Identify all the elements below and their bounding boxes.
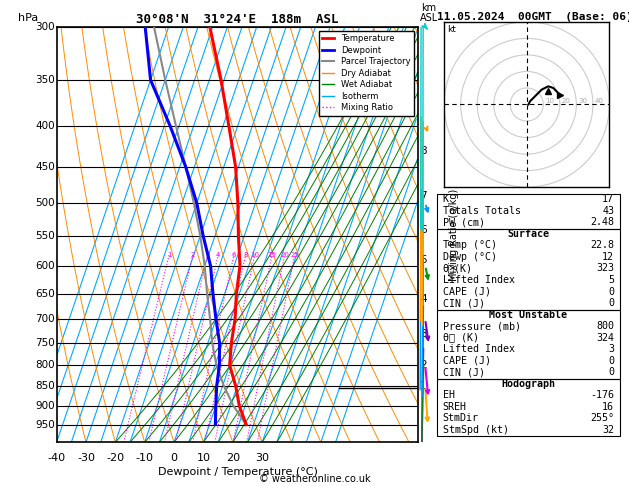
Text: 32: 32 bbox=[602, 425, 614, 434]
Text: 3: 3 bbox=[420, 329, 426, 339]
Text: Most Unstable: Most Unstable bbox=[489, 310, 567, 320]
Text: CAPE (J): CAPE (J) bbox=[443, 356, 491, 365]
Text: Dewpoint / Temperature (°C): Dewpoint / Temperature (°C) bbox=[157, 467, 318, 477]
Text: Totals Totals: Totals Totals bbox=[443, 206, 521, 216]
Text: 0: 0 bbox=[608, 367, 614, 377]
Text: StmDir: StmDir bbox=[443, 413, 479, 423]
Text: km
ASL: km ASL bbox=[420, 2, 438, 22]
Text: -176: -176 bbox=[590, 390, 614, 400]
Bar bbox=[437, 310, 620, 379]
Text: Surface: Surface bbox=[508, 229, 549, 239]
Legend: Temperature, Dewpoint, Parcel Trajectory, Dry Adiabat, Wet Adiabat, Isotherm, Mi: Temperature, Dewpoint, Parcel Trajectory… bbox=[319, 31, 414, 116]
Text: CAPE (J): CAPE (J) bbox=[443, 287, 491, 296]
Text: 16: 16 bbox=[602, 402, 614, 412]
Text: 15: 15 bbox=[268, 252, 277, 258]
Text: 11.05.2024  00GMT  (Base: 06): 11.05.2024 00GMT (Base: 06) bbox=[437, 12, 629, 22]
Text: 450: 450 bbox=[35, 162, 55, 172]
Text: StmSpd (kt): StmSpd (kt) bbox=[443, 425, 509, 434]
Text: 6: 6 bbox=[232, 252, 237, 258]
Text: Temp (°C): Temp (°C) bbox=[443, 241, 497, 250]
Text: EH: EH bbox=[443, 390, 455, 400]
Text: 10: 10 bbox=[545, 98, 554, 104]
Text: 43: 43 bbox=[602, 206, 614, 216]
Text: 5: 5 bbox=[608, 275, 614, 285]
Text: θᴇ(K): θᴇ(K) bbox=[443, 263, 472, 274]
Text: 5: 5 bbox=[420, 255, 426, 265]
Text: 20: 20 bbox=[226, 452, 240, 463]
Text: 4: 4 bbox=[420, 294, 426, 304]
Text: 324: 324 bbox=[596, 332, 614, 343]
Text: 30: 30 bbox=[255, 452, 269, 463]
Text: Lifted Index: Lifted Index bbox=[443, 344, 515, 354]
Text: 0: 0 bbox=[608, 298, 614, 308]
Text: 7: 7 bbox=[420, 191, 426, 201]
Text: SREH: SREH bbox=[443, 402, 467, 412]
Text: 3: 3 bbox=[608, 344, 614, 354]
Text: -20: -20 bbox=[106, 452, 125, 463]
Text: © weatheronline.co.uk: © weatheronline.co.uk bbox=[259, 473, 370, 484]
Text: 0: 0 bbox=[608, 356, 614, 365]
Text: PW (cm): PW (cm) bbox=[443, 217, 484, 227]
Text: 25: 25 bbox=[291, 252, 299, 258]
Text: 17: 17 bbox=[602, 194, 614, 205]
Text: Pressure (mb): Pressure (mb) bbox=[443, 321, 521, 331]
Text: 255°: 255° bbox=[590, 413, 614, 423]
Text: -40: -40 bbox=[48, 452, 65, 463]
Text: 650: 650 bbox=[35, 289, 55, 298]
Text: 323: 323 bbox=[596, 263, 614, 274]
Text: 1: 1 bbox=[167, 252, 172, 258]
Title: 30°08'N  31°24'E  188m  ASL: 30°08'N 31°24'E 188m ASL bbox=[136, 13, 338, 26]
Text: 850: 850 bbox=[35, 381, 55, 391]
Text: θᴇ (K): θᴇ (K) bbox=[443, 332, 479, 343]
Text: Dewp (°C): Dewp (°C) bbox=[443, 252, 497, 262]
Text: K: K bbox=[443, 194, 448, 205]
Text: kt: kt bbox=[447, 25, 457, 34]
Text: 20: 20 bbox=[281, 252, 289, 258]
Text: 0: 0 bbox=[170, 452, 177, 463]
Text: 20: 20 bbox=[562, 98, 571, 104]
Text: 8: 8 bbox=[420, 146, 426, 156]
Text: CIN (J): CIN (J) bbox=[443, 298, 484, 308]
Text: 30: 30 bbox=[578, 98, 587, 104]
Text: 8: 8 bbox=[243, 252, 248, 258]
Text: 6: 6 bbox=[420, 225, 426, 235]
Text: 40: 40 bbox=[594, 98, 603, 104]
Text: 350: 350 bbox=[35, 75, 55, 85]
Text: 2: 2 bbox=[420, 360, 426, 370]
Text: 12: 12 bbox=[602, 252, 614, 262]
Text: 3: 3 bbox=[205, 252, 210, 258]
Text: 600: 600 bbox=[35, 261, 55, 271]
Text: 1: 1 bbox=[420, 381, 426, 391]
Bar bbox=[437, 194, 620, 229]
Text: 300: 300 bbox=[35, 22, 55, 32]
Text: -30: -30 bbox=[77, 452, 95, 463]
Text: 4: 4 bbox=[216, 252, 221, 258]
Text: hPa: hPa bbox=[18, 13, 38, 22]
Text: 10: 10 bbox=[196, 452, 211, 463]
Text: 950: 950 bbox=[35, 419, 55, 430]
Text: 2.48: 2.48 bbox=[590, 217, 614, 227]
Text: 750: 750 bbox=[35, 338, 55, 348]
Text: 900: 900 bbox=[35, 401, 55, 411]
Text: 800: 800 bbox=[35, 360, 55, 370]
Text: 0: 0 bbox=[608, 287, 614, 296]
Text: 800: 800 bbox=[596, 321, 614, 331]
Text: Mixing Ratio (g/kg): Mixing Ratio (g/kg) bbox=[450, 189, 459, 280]
Bar bbox=[437, 229, 620, 310]
Text: Lifted Index: Lifted Index bbox=[443, 275, 515, 285]
Text: 22.8: 22.8 bbox=[590, 241, 614, 250]
Text: -10: -10 bbox=[136, 452, 153, 463]
Bar bbox=[437, 379, 620, 436]
Text: 500: 500 bbox=[35, 198, 55, 208]
Text: 700: 700 bbox=[35, 314, 55, 324]
Text: 550: 550 bbox=[35, 231, 55, 241]
Text: CIN (J): CIN (J) bbox=[443, 367, 484, 377]
Text: 10: 10 bbox=[250, 252, 259, 258]
Text: Hodograph: Hodograph bbox=[501, 379, 555, 389]
Text: 2: 2 bbox=[191, 252, 195, 258]
Text: 400: 400 bbox=[35, 121, 55, 131]
